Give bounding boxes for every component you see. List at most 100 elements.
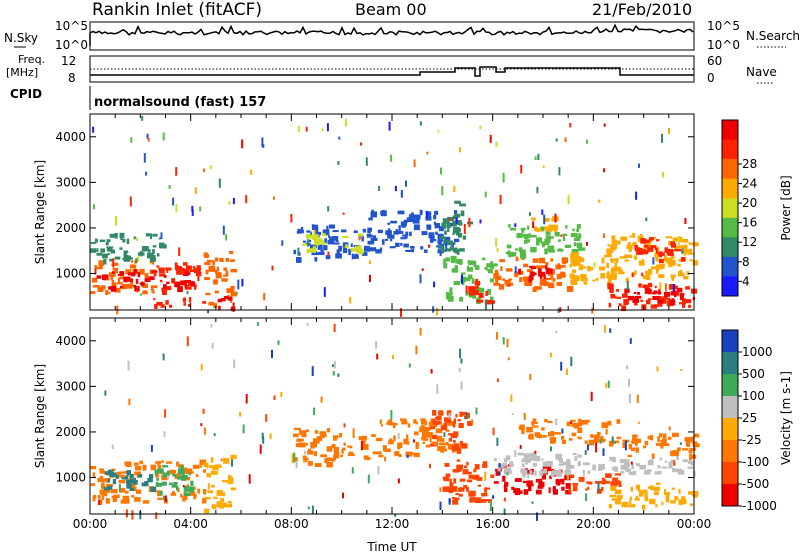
data-cell [575, 235, 580, 239]
data-cell [549, 475, 552, 480]
data-cell [653, 236, 657, 240]
data-cell [603, 480, 610, 484]
data-cell [554, 231, 560, 237]
data-cell [485, 499, 492, 502]
data-cell [634, 270, 637, 276]
data-cell [393, 435, 396, 442]
data-cell [670, 255, 675, 259]
data-cell [338, 245, 343, 252]
data-cell [394, 185, 397, 192]
freq-label-line1: Freq. [18, 53, 45, 66]
data-cell [532, 418, 536, 424]
data-cell [545, 268, 553, 274]
data-cell [365, 157, 368, 166]
data-cell [339, 433, 342, 438]
data-cell [453, 280, 461, 286]
data-cell [210, 324, 213, 328]
data-cell [649, 498, 656, 505]
data-cell [528, 435, 532, 439]
data-cell [183, 302, 186, 306]
data-cell [642, 445, 647, 449]
data-cell [565, 465, 570, 470]
data-cell [379, 419, 382, 424]
data-cell [608, 504, 613, 509]
data-cell [425, 426, 429, 433]
data-cell [556, 273, 562, 280]
data-cell [667, 297, 671, 301]
data-cell [324, 238, 327, 244]
data-cell [333, 447, 339, 452]
data-cell [571, 249, 579, 254]
data-cell [213, 433, 216, 436]
data-cell [580, 420, 588, 425]
data-cell [515, 256, 519, 262]
data-cell [413, 452, 420, 458]
data-cell [311, 366, 314, 376]
data-cell [117, 282, 123, 285]
data-cell [523, 412, 526, 420]
data-cell [658, 295, 662, 299]
data-cell [331, 364, 334, 367]
data-cell [367, 242, 371, 245]
data-cell [544, 418, 548, 423]
data-cell [407, 423, 411, 428]
data-cell [618, 303, 622, 307]
data-cell [603, 123, 606, 127]
data-cell [527, 281, 533, 286]
data-cell [493, 282, 500, 286]
data-cell [519, 424, 525, 429]
data-cell [393, 230, 399, 235]
data-cell [504, 481, 509, 487]
data-cell [209, 490, 212, 493]
data-cell [320, 454, 327, 458]
data-cell [400, 190, 403, 198]
data-cell [683, 253, 687, 256]
data-cell [205, 253, 209, 258]
data-cell [690, 461, 694, 466]
data-cell [390, 154, 393, 162]
data-cell [385, 238, 389, 241]
data-cell [665, 496, 670, 503]
data-cell [174, 281, 181, 288]
data-cell [108, 469, 114, 475]
data-cell [489, 278, 495, 283]
data-cell [531, 501, 534, 504]
data-cell [611, 239, 617, 245]
data-cell [182, 274, 189, 277]
data-cell [229, 250, 234, 255]
data-cell [551, 470, 555, 477]
data-cell [641, 272, 644, 277]
data-cell [443, 223, 446, 230]
data-cell [441, 448, 448, 452]
data-cell [320, 249, 324, 252]
data-cell [114, 233, 118, 239]
data-cell [570, 260, 578, 264]
data-cell [602, 422, 609, 428]
data-cell [667, 248, 674, 254]
data-cell [541, 209, 544, 215]
data-cell [519, 445, 522, 449]
data-cell [679, 302, 685, 305]
data-cell [658, 433, 663, 438]
data-cell [197, 488, 200, 494]
data-cell [429, 463, 431, 469]
data-cell [161, 287, 166, 292]
data-cell [331, 443, 336, 449]
data-cell [618, 268, 623, 275]
data-cell [682, 459, 688, 463]
data-cell [632, 297, 639, 303]
data-cell [110, 249, 116, 254]
data-cell [578, 247, 586, 251]
data-cell [160, 232, 163, 239]
data-cell [100, 248, 105, 253]
data-cell [475, 278, 479, 281]
data-cell [405, 441, 409, 444]
data-cell [636, 463, 641, 467]
data-cell [650, 304, 657, 309]
data-cell [541, 474, 546, 480]
data-cell [459, 411, 463, 417]
data-cell [643, 244, 649, 248]
data-cell [455, 414, 458, 418]
data-cell [517, 452, 524, 456]
data-cell [463, 484, 468, 489]
